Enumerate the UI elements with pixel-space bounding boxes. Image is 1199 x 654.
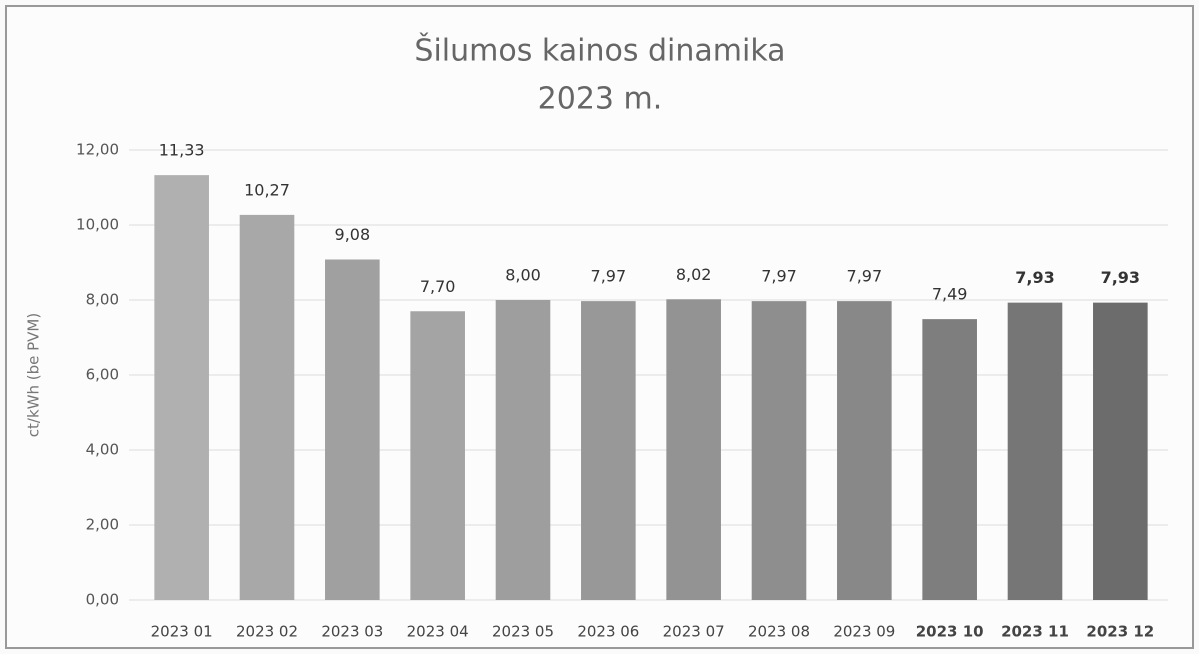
x-tick-label: 2023 06	[577, 623, 639, 641]
bar	[410, 311, 465, 600]
data-label: 9,08	[335, 225, 371, 244]
y-tick-label: 8,00	[86, 291, 119, 309]
data-label: 10,27	[244, 180, 290, 199]
bar	[837, 301, 892, 600]
bar	[666, 299, 721, 600]
x-tick-label: 2023 12	[1086, 623, 1154, 641]
data-label: 8,02	[676, 265, 712, 284]
bar	[325, 259, 380, 600]
y-tick-label: 4,00	[86, 441, 119, 459]
data-label: 11,33	[159, 141, 205, 160]
data-label: 7,49	[932, 285, 968, 304]
x-tick-label: 2023 05	[492, 623, 554, 641]
bar	[751, 301, 807, 600]
bar	[239, 214, 295, 600]
data-label: 7,97	[847, 267, 883, 286]
x-tick-label: 2023 11	[1001, 623, 1069, 641]
x-tick-label: 2023 10	[916, 623, 984, 641]
data-label: 7,93	[1015, 268, 1054, 287]
y-tick-label: 12,00	[76, 141, 119, 159]
data-label: 8,00	[505, 266, 541, 285]
y-tick-label: 6,00	[86, 366, 119, 384]
y-tick-label: 10,00	[76, 216, 119, 234]
x-tick-label: 2023 02	[236, 623, 298, 641]
x-tick-label: 2023 01	[151, 623, 213, 641]
data-label: 7,70	[420, 277, 456, 296]
data-label: 7,93	[1101, 268, 1140, 287]
bar	[154, 175, 209, 600]
x-tick-label: 2023 07	[663, 623, 725, 641]
bar	[1093, 302, 1148, 600]
bar	[581, 301, 636, 600]
chart-subtitle: 2023 m.	[538, 82, 663, 117]
chart-title: Šilumos kainos dinamika	[414, 32, 785, 69]
bar	[1007, 302, 1063, 600]
data-label: 7,97	[591, 267, 627, 286]
data-label: 7,97	[761, 267, 797, 286]
y-tick-label: 0,00	[86, 591, 119, 609]
x-tick-label: 2023 09	[833, 623, 895, 641]
bar	[495, 300, 551, 600]
x-tick-label: 2023 04	[407, 623, 469, 641]
y-axis-label: ct/kWh (be PVM)	[25, 313, 43, 437]
x-tick-label: 2023 03	[321, 623, 383, 641]
bar	[922, 319, 977, 600]
x-tick-label: 2023 08	[748, 623, 810, 641]
y-tick-label: 2,00	[86, 516, 119, 534]
